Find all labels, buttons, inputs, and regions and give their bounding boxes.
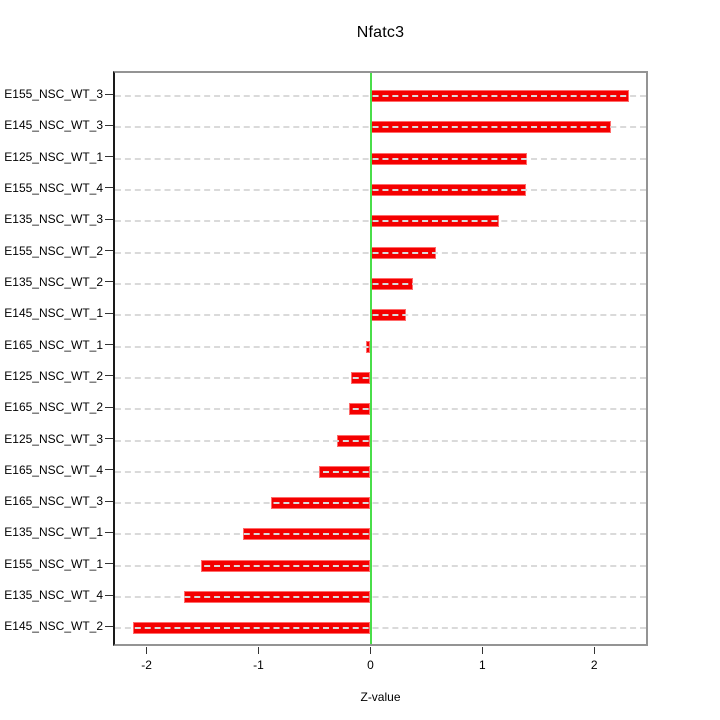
- gridline: [115, 126, 646, 129]
- gridline: [115, 564, 646, 567]
- gridline: [115, 282, 646, 285]
- y-tick: [105, 344, 113, 346]
- gridline: [115, 157, 646, 160]
- gridline: [115, 376, 646, 379]
- y-tick: [105, 438, 113, 440]
- y-axis-label: E125_NSC_WT_1: [4, 149, 103, 164]
- y-tick: [105, 156, 113, 158]
- plot-area: [113, 71, 648, 646]
- x-tick: [146, 647, 148, 654]
- x-tick-label: 0: [367, 658, 374, 672]
- y-tick: [105, 218, 113, 220]
- y-tick: [105, 250, 113, 252]
- y-tick: [105, 281, 113, 283]
- y-axis-label: E155_NSC_WT_4: [4, 180, 103, 195]
- y-tick: [105, 93, 113, 95]
- x-tick: [593, 647, 595, 654]
- y-axis-label: E165_NSC_WT_1: [4, 337, 103, 352]
- y-axis-label: E155_NSC_WT_1: [4, 556, 103, 571]
- y-axis-label: E155_NSC_WT_2: [4, 243, 103, 258]
- zero-line: [370, 73, 373, 644]
- gridline: [115, 408, 646, 411]
- y-tick: [105, 375, 113, 377]
- gridline: [115, 439, 646, 442]
- x-tick-label: 1: [479, 658, 486, 672]
- gridline: [115, 596, 646, 599]
- chart-title: Nfatc3: [356, 24, 405, 41]
- y-axis-label: E135_NSC_WT_2: [4, 274, 103, 289]
- y-axis-label: E145_NSC_WT_3: [4, 118, 103, 133]
- y-tick: [105, 531, 113, 533]
- x-axis-title: Z-value: [360, 690, 401, 704]
- gridline: [115, 314, 646, 317]
- gridline: [115, 188, 646, 191]
- y-axis-label: E135_NSC_WT_1: [4, 525, 103, 540]
- y-tick: [105, 500, 113, 502]
- y-axis-label: E125_NSC_WT_2: [4, 368, 103, 383]
- y-tick: [105, 187, 113, 189]
- x-tick-label: -1: [253, 658, 264, 672]
- gridline: [115, 251, 646, 254]
- x-tick-label: 2: [590, 658, 598, 672]
- gridline: [115, 502, 646, 505]
- gridline: [115, 95, 646, 97]
- y-tick: [105, 594, 113, 596]
- x-tick: [481, 647, 483, 654]
- y-tick: [105, 406, 113, 408]
- gridline: [115, 345, 646, 348]
- y-axis-label: E155_NSC_WT_3: [4, 87, 103, 101]
- gridline: [115, 533, 646, 536]
- y-tick: [105, 312, 113, 314]
- x-tick-label: -2: [141, 658, 152, 672]
- y-axis-label: E125_NSC_WT_3: [4, 431, 103, 446]
- y-tick: [105, 469, 113, 471]
- y-axis-label: E135_NSC_WT_4: [4, 588, 103, 603]
- gridline: [115, 627, 646, 630]
- y-axis-label: E165_NSC_WT_3: [4, 494, 103, 509]
- y-axis-label: E145_NSC_WT_1: [4, 306, 103, 321]
- y-axis-label: E135_NSC_WT_3: [4, 212, 103, 227]
- y-tick: [105, 563, 113, 565]
- gridline: [115, 220, 646, 223]
- x-tick: [369, 647, 371, 654]
- y-axis-label: E165_NSC_WT_4: [4, 462, 103, 477]
- y-tick: [105, 625, 113, 627]
- y-axis-label: E145_NSC_WT_2: [4, 619, 103, 634]
- x-tick: [258, 647, 259, 654]
- y-axis-label: E165_NSC_WT_2: [4, 400, 103, 415]
- y-tick: [105, 124, 113, 126]
- gridline: [115, 470, 646, 473]
